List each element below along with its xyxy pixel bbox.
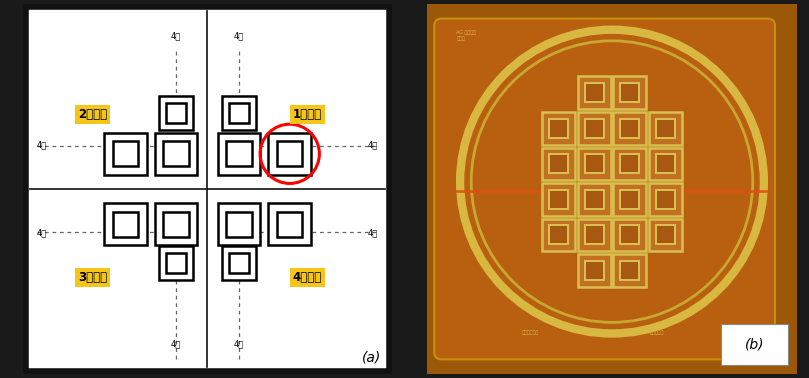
- Text: 도전율측정: 도전율측정: [650, 330, 663, 335]
- Text: 4줄: 4줄: [234, 339, 244, 348]
- Bar: [104, 133, 146, 175]
- Bar: [222, 96, 256, 130]
- Bar: [585, 226, 604, 245]
- Bar: [613, 254, 646, 287]
- Bar: [549, 119, 568, 138]
- Text: 4줄: 4줄: [37, 228, 48, 237]
- Bar: [222, 246, 256, 280]
- Bar: [578, 183, 611, 216]
- Bar: [542, 183, 575, 216]
- Bar: [549, 226, 568, 245]
- Bar: [277, 212, 303, 237]
- FancyBboxPatch shape: [434, 19, 775, 359]
- Bar: [112, 212, 138, 237]
- Bar: [585, 83, 604, 102]
- Text: 3사분면: 3사분면: [78, 271, 108, 284]
- Bar: [613, 76, 646, 109]
- Bar: [621, 83, 639, 102]
- FancyBboxPatch shape: [26, 8, 389, 370]
- Bar: [578, 254, 611, 287]
- Bar: [166, 253, 186, 273]
- Text: 4사분면: 4사분면: [293, 271, 322, 284]
- Text: 4줄: 4줄: [367, 141, 378, 150]
- Bar: [613, 183, 646, 216]
- Text: 4줄: 4줄: [234, 32, 244, 41]
- Bar: [585, 119, 604, 138]
- Bar: [585, 154, 604, 173]
- Bar: [656, 154, 675, 173]
- Bar: [613, 218, 646, 251]
- Bar: [656, 226, 675, 245]
- Text: AG 캐패시터
마스크: AG 캐패시터 마스크: [456, 30, 477, 40]
- Bar: [621, 261, 639, 280]
- Bar: [649, 218, 682, 251]
- Bar: [155, 203, 197, 245]
- Bar: [613, 147, 646, 180]
- Bar: [155, 133, 197, 175]
- Bar: [549, 154, 568, 173]
- Bar: [112, 141, 138, 166]
- Bar: [104, 203, 146, 245]
- Bar: [656, 119, 675, 138]
- Bar: [163, 212, 188, 237]
- Bar: [578, 76, 611, 109]
- Text: 박막캐패시터: 박막캐패시터: [522, 330, 539, 335]
- Bar: [656, 190, 675, 209]
- Text: 4줄: 4줄: [171, 339, 181, 348]
- Bar: [542, 147, 575, 180]
- Bar: [166, 103, 186, 123]
- Bar: [621, 190, 639, 209]
- Bar: [585, 190, 604, 209]
- Text: 4줄: 4줄: [37, 141, 48, 150]
- Bar: [229, 253, 249, 273]
- Bar: [227, 212, 252, 237]
- Bar: [227, 141, 252, 166]
- Bar: [578, 147, 611, 180]
- Bar: [578, 218, 611, 251]
- Bar: [163, 141, 188, 166]
- Bar: [649, 183, 682, 216]
- Bar: [542, 112, 575, 144]
- Bar: [269, 133, 311, 175]
- Text: 1사분면: 1사분면: [293, 108, 322, 121]
- Bar: [277, 141, 303, 166]
- Text: (b): (b): [745, 338, 765, 352]
- Bar: [549, 190, 568, 209]
- Bar: [159, 96, 193, 130]
- Bar: [621, 226, 639, 245]
- Bar: [218, 203, 260, 245]
- Bar: [649, 147, 682, 180]
- Bar: [585, 261, 604, 280]
- Text: 4줄: 4줄: [171, 32, 181, 41]
- Text: 4줄: 4줄: [367, 228, 378, 237]
- Bar: [578, 112, 611, 144]
- Bar: [613, 112, 646, 144]
- Bar: [621, 154, 639, 173]
- Bar: [229, 103, 249, 123]
- Bar: [649, 112, 682, 144]
- FancyBboxPatch shape: [722, 324, 788, 365]
- Bar: [542, 218, 575, 251]
- Bar: [218, 133, 260, 175]
- Bar: [269, 203, 311, 245]
- Text: 2사분면: 2사분면: [78, 108, 108, 121]
- Text: (a): (a): [362, 351, 382, 365]
- Bar: [621, 119, 639, 138]
- Bar: [159, 246, 193, 280]
